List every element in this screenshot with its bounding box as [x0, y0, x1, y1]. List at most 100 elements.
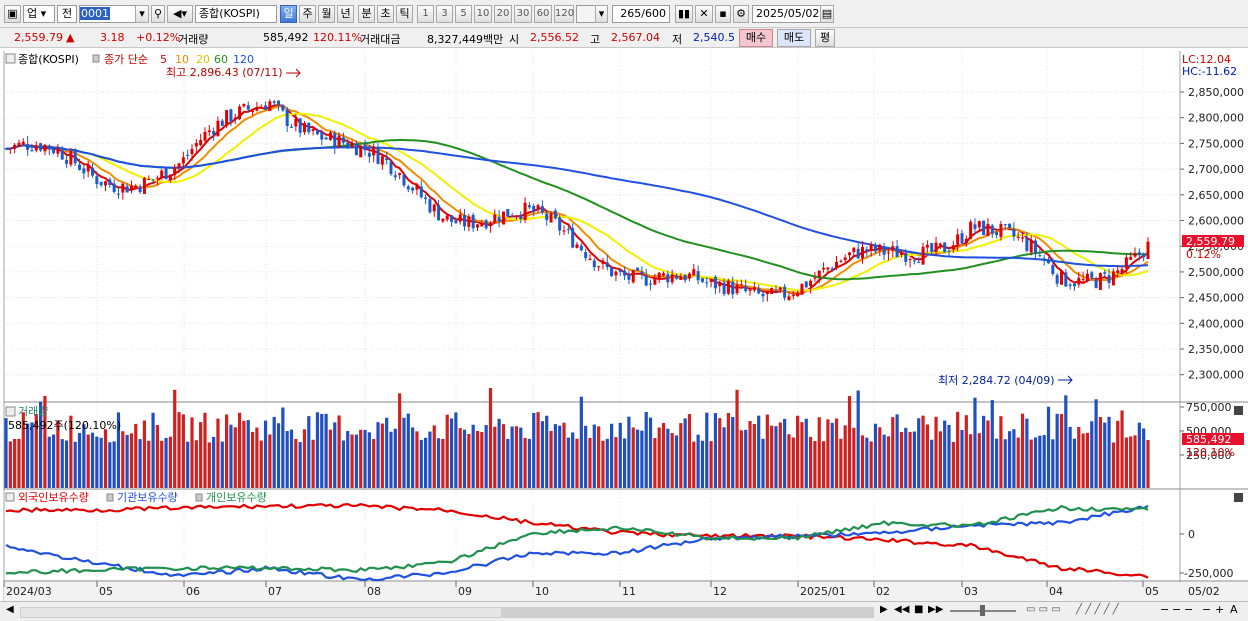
candle-body: [536, 205, 540, 210]
drawing-tools-icon[interactable]: ▭ ▭ ▭: [1026, 604, 1061, 615]
period-tab-second[interactable]: 초: [377, 5, 394, 23]
calendar-icon[interactable]: ▤: [820, 5, 834, 23]
interval-dropdown-icon[interactable]: ▾: [595, 5, 608, 23]
scrollbar-thumb[interactable]: [501, 608, 873, 617]
period-tab-week[interactable]: 주: [299, 5, 316, 23]
eval-button[interactable]: 평: [815, 29, 835, 47]
buy-button[interactable]: 매수: [739, 29, 773, 47]
candle-body: [264, 105, 268, 110]
candle-body: [354, 143, 358, 156]
code-input[interactable]: 0001: [79, 5, 137, 23]
sell-button[interactable]: 매도: [777, 29, 811, 47]
volume-bar: [653, 438, 657, 488]
period-tab-minute[interactable]: 분: [358, 5, 375, 23]
volume-panel-close-icon[interactable]: [1234, 406, 1243, 415]
candle-body: [934, 242, 938, 253]
candle-body: [272, 101, 276, 103]
zoom-out-button[interactable]: −: [1202, 603, 1212, 616]
candle-body: [385, 158, 389, 161]
legend-institution: 기관보유수량: [117, 491, 178, 504]
candle-body: [402, 174, 406, 186]
candle-body: [220, 120, 224, 126]
candle-body: [644, 275, 648, 286]
holding-y-tick: 0: [1188, 528, 1195, 541]
holding-lines: [5, 502, 1149, 582]
crosshair-icon[interactable]: ✕: [695, 5, 713, 23]
ma-settings-icon[interactable]: [92, 54, 100, 63]
scroll-left-icon[interactable]: ◀: [6, 604, 14, 615]
market-select[interactable]: 업 ▾: [23, 5, 55, 23]
period-tab-tick[interactable]: 틱: [396, 5, 413, 23]
interval-10[interactable]: 10: [474, 5, 492, 23]
volume-bar: [177, 412, 181, 488]
candle-body: [1003, 224, 1007, 226]
gear-icon[interactable]: ⚙: [733, 5, 749, 23]
interval-5[interactable]: 5: [455, 5, 472, 23]
fast-forward-icon[interactable]: ▶▶: [928, 604, 944, 615]
rewind-icon[interactable]: ◀◀: [894, 604, 910, 615]
candle-type-icon[interactable]: ▮▮: [675, 5, 693, 23]
grid-lines: [3, 51, 1180, 581]
candle-body: [164, 168, 168, 180]
date-input[interactable]: 2025/05/02: [752, 5, 822, 23]
interval-30[interactable]: 30: [514, 5, 532, 23]
interval-1[interactable]: 1: [417, 5, 434, 23]
interval-120[interactable]: 120: [554, 5, 574, 23]
zoom-in-icon[interactable]: +: [1215, 603, 1225, 616]
candle-body: [739, 284, 743, 286]
font-size-icon[interactable]: A: [1230, 603, 1238, 616]
interval-60[interactable]: 60: [534, 5, 552, 23]
interval-20[interactable]: 20: [494, 5, 512, 23]
search-icon[interactable]: ⚲: [151, 5, 165, 23]
code-dropdown-icon[interactable]: ▾: [135, 5, 149, 23]
candle-body: [843, 257, 847, 261]
holding-panel-close-icon[interactable]: [1234, 493, 1243, 502]
volume-bar: [454, 412, 458, 488]
minus-icon[interactable]: −: [1172, 603, 1182, 616]
candle-body: [1077, 277, 1081, 285]
stop-icon[interactable]: ■: [914, 604, 924, 615]
candle-body: [744, 286, 748, 292]
volume-panel-collapse-icon[interactable]: [5, 406, 16, 417]
volume-bar: [337, 415, 341, 488]
volume-pct-tag: 120.10%: [1186, 446, 1235, 459]
play-icon[interactable]: ▶: [880, 604, 888, 615]
x-axis-label: 06: [186, 585, 200, 598]
prev-select[interactable]: 전: [57, 5, 77, 23]
line-tools-icon[interactable]: ╱ ╱ ╱ ╱ ╱: [1076, 604, 1119, 615]
volume-bar: [1016, 437, 1020, 488]
volume-pct: 120.11%: [313, 31, 362, 44]
zoom-slider-handle[interactable]: [980, 605, 985, 616]
candle-body: [813, 277, 817, 279]
volume-bar: [1077, 426, 1081, 488]
price-y-tick: 2,800,000: [1188, 112, 1244, 125]
volume-bar: [467, 434, 471, 488]
bar-count-field[interactable]: 265/600: [612, 5, 670, 23]
candle-body: [545, 213, 549, 221]
panel-collapse-icon[interactable]: [5, 53, 16, 64]
save-icon[interactable]: ▪: [715, 5, 731, 23]
volume-bar: [847, 395, 852, 488]
volume-bar: [475, 430, 480, 488]
candle-body: [718, 281, 722, 287]
candle-body: [216, 120, 220, 137]
volume-tag-bg: [1182, 433, 1244, 445]
period-tab-month[interactable]: 월: [318, 5, 335, 23]
zoom-out-icon[interactable]: −: [1160, 603, 1170, 616]
horizontal-scrollbar[interactable]: [20, 607, 874, 618]
period-tab-year[interactable]: 년: [337, 5, 354, 23]
volume-bar: [1055, 413, 1059, 488]
candle-body: [506, 208, 510, 217]
period-tab-day[interactable]: 일: [280, 5, 297, 23]
candle-body: [549, 213, 553, 223]
candle-body: [848, 252, 852, 256]
candle-body: [82, 168, 86, 174]
holding-panel-collapse-icon[interactable]: [5, 492, 15, 502]
interval-3[interactable]: 3: [436, 5, 453, 23]
volume-bar: [488, 388, 493, 488]
shrink-icon[interactable]: −: [1184, 603, 1194, 616]
candle-body: [1072, 283, 1076, 287]
chart-layout-icon[interactable]: ▣: [4, 5, 21, 23]
volume-bar: [82, 424, 86, 488]
sound-icon[interactable]: ◀▾: [167, 5, 193, 23]
